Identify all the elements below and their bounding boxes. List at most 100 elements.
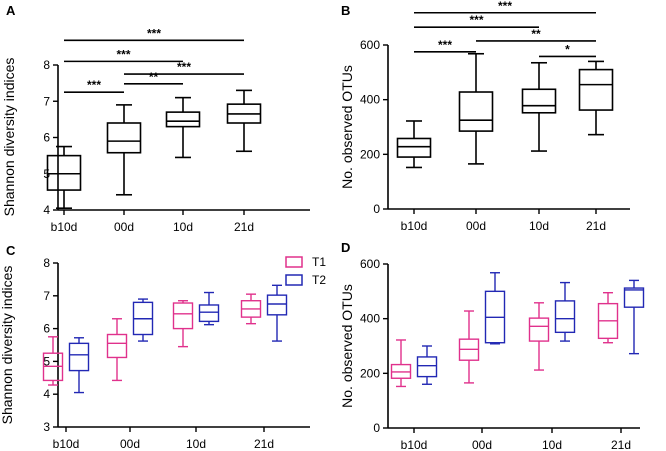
box-pooled-00d (458, 52, 494, 165)
x-tick-label: b10d (401, 219, 428, 233)
panel-c: C 3 4 5 6 7 8 Shannon diversity indices b10d 00d 1… (0, 243, 326, 451)
significance-label: *** (469, 13, 483, 27)
panel-letter: B (341, 3, 350, 18)
box-T2-b10d (416, 345, 438, 385)
y-tick-label: 600 (360, 257, 380, 271)
box-T2-21d (623, 279, 645, 355)
y-tick-label: 6 (43, 131, 50, 145)
box-iqr (106, 122, 142, 154)
significance-label: ** (531, 27, 541, 41)
box-T1-21d (597, 292, 619, 344)
y-tick-label: 4 (43, 203, 50, 217)
box-iqr (554, 300, 576, 334)
y-axis-title: No. observed OTUs (339, 65, 355, 189)
box-iqr (172, 302, 194, 330)
box-pooled-21d (226, 89, 262, 153)
x-tick-label: 21d (234, 220, 254, 234)
box-T1-21d (240, 293, 262, 325)
box-pooled-10d (521, 61, 557, 152)
panel-letter: C (6, 243, 16, 258)
significance-label: *** (498, 0, 512, 13)
y-tick-label: 5 (43, 354, 50, 368)
box-iqr (528, 317, 550, 342)
y-tick-label: 600 (360, 38, 380, 52)
box-T1-10d (528, 302, 550, 371)
x-tick-label: b10d (51, 220, 78, 234)
box-T1-00d (106, 318, 128, 382)
box-iqr (198, 304, 220, 323)
significance-label: ** (149, 70, 159, 84)
y-tick-label: 200 (360, 147, 380, 161)
y-tick-label: 4 (43, 387, 50, 401)
box-iqr (165, 111, 201, 128)
legend-label-T2: T2 (312, 273, 326, 287)
box-T2-00d (132, 298, 154, 342)
box-T2-10d (554, 281, 576, 342)
y-tick-label: 0 (373, 202, 380, 216)
x-tick-label: b10d (401, 438, 428, 451)
box-iqr (266, 294, 288, 316)
box-iqr (68, 342, 90, 372)
box-T2-b10d (68, 337, 90, 394)
y-tick-label: 0 (373, 421, 380, 435)
y-axis-title: Shannon diversity indices (0, 266, 15, 425)
box-iqr (521, 88, 557, 114)
box-iqr (458, 91, 494, 132)
x-tick-label: 10d (173, 220, 193, 234)
legend-label-T1: T1 (312, 255, 326, 269)
x-tick-label: b10d (53, 437, 80, 451)
box-pooled-21d (578, 60, 614, 136)
box-pooled-b10d (46, 145, 82, 209)
y-axis-title: No. observed OTUs (339, 284, 355, 408)
box-iqr (106, 333, 128, 359)
panel-letter: D (341, 240, 350, 255)
panel-d: D 0 200 400 600 No. observed OTUs b10d 00d 10d 21… (339, 240, 645, 451)
box-iqr (623, 287, 645, 308)
x-tick-label: 21d (586, 219, 606, 233)
x-tick-label: 00d (466, 219, 486, 233)
y-axis-title: Shannon diversity indices (1, 58, 17, 217)
y-tick-label: 6 (43, 322, 50, 336)
box-iqr (46, 154, 82, 191)
box-pooled-b10d (396, 120, 432, 169)
significance-label: *** (116, 47, 130, 61)
box-iqr (396, 137, 432, 158)
x-tick-label: 00d (120, 437, 140, 451)
box-iqr (416, 356, 438, 378)
y-tick-label: 3 (43, 420, 50, 434)
y-tick-label: 7 (43, 289, 50, 303)
y-tick-label: 8 (43, 256, 50, 270)
y-tick-label: 7 (43, 94, 50, 108)
box-T2-21d (266, 284, 288, 342)
panel-b: B 0 200 400 600 No. observed OTUs b10d 00d 10d 21… (339, 0, 630, 233)
y-tick-label: 400 (360, 93, 380, 107)
y-tick-label: 200 (360, 366, 380, 380)
x-tick-label: 00d (114, 220, 134, 234)
x-tick-label: 00d (472, 438, 492, 451)
x-tick-label: 10d (186, 437, 206, 451)
y-tick-label: 8 (43, 58, 50, 72)
significance-label: *** (147, 26, 161, 40)
y-tick-label: 400 (360, 312, 380, 326)
box-T1-b10d (390, 339, 412, 388)
box-T1-10d (172, 300, 194, 348)
x-tick-label: 10d (542, 438, 562, 451)
box-iqr (578, 68, 614, 111)
box-T2-00d (484, 272, 506, 345)
box-T2-10d (198, 291, 220, 326)
x-tick-label: 21d (254, 437, 274, 451)
significance-label: * (565, 42, 570, 56)
x-tick-label: 21d (611, 438, 631, 451)
box-T1-b10d (42, 336, 64, 386)
legend-swatch-T2 (285, 274, 303, 286)
legend-swatch-T1 (285, 256, 303, 268)
significance-label: *** (177, 60, 191, 74)
box-T1-00d (458, 310, 480, 384)
box-pooled-10d (165, 96, 201, 159)
x-tick-label: 10d (529, 219, 549, 233)
significance-label: *** (87, 78, 101, 92)
panel-letter: A (6, 3, 16, 18)
significance-label: *** (438, 38, 452, 52)
